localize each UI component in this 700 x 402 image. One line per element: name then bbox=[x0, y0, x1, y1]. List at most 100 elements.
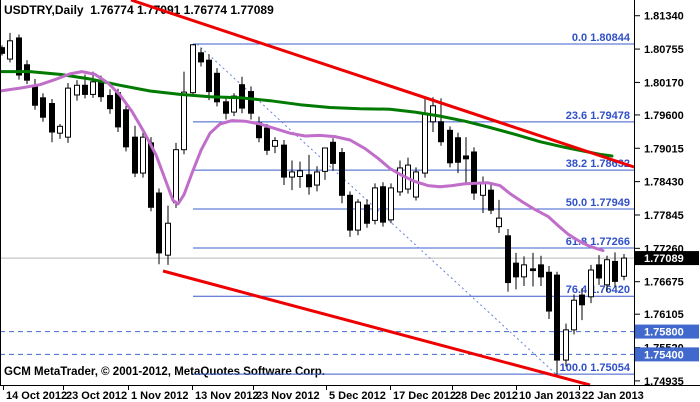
candle bbox=[579, 288, 585, 321]
price-box-label: 1.75400 bbox=[644, 349, 684, 361]
chart-symbol-ohlc-title: USDTRY,Daily 1.76774 1.77091 1.76774 1.7… bbox=[4, 3, 274, 17]
candle-body-bull bbox=[57, 125, 63, 134]
candle bbox=[322, 147, 328, 180]
price-tick-label: 1.74935 bbox=[644, 376, 684, 388]
candle bbox=[198, 48, 204, 67]
candle bbox=[596, 255, 602, 285]
candle-body-bull bbox=[190, 44, 196, 94]
candle bbox=[339, 147, 345, 204]
candle-body-bear bbox=[347, 194, 353, 231]
price-box-bg bbox=[635, 251, 699, 266]
candle-body-bear bbox=[447, 129, 453, 164]
ma-fast-purple-line bbox=[0, 70, 605, 253]
candle bbox=[40, 93, 46, 122]
candle-body-bull bbox=[173, 149, 179, 204]
candle bbox=[107, 89, 113, 114]
candle-body-bear bbox=[612, 260, 618, 282]
candle bbox=[546, 266, 552, 320]
candle-body-bear bbox=[463, 155, 469, 160]
price-axis[interactable]: 1.81340 1.80755 1.80170 1.79600 1.79015 1.784… bbox=[634, 11, 699, 388]
candle bbox=[223, 96, 229, 120]
level-price-box: 1.75400 bbox=[635, 347, 699, 362]
candle-body-bull bbox=[272, 140, 278, 147]
fibonacci-retracement[interactable]: 0.0 1.80844 23.6 1.79478 38.2 1.78632 50.0 … bbox=[193, 32, 634, 376]
candle-body-bear bbox=[214, 72, 220, 103]
candle bbox=[530, 252, 536, 287]
date-tick-label: 14 Oct 2012 bbox=[6, 390, 67, 402]
candle-body-bear bbox=[206, 59, 212, 93]
candle bbox=[173, 142, 179, 208]
candle-body-bull bbox=[314, 171, 320, 186]
candle-body-bear bbox=[132, 136, 138, 174]
candle bbox=[422, 97, 428, 178]
fib-level-label: 0.0 1.80844 bbox=[572, 32, 631, 44]
candle bbox=[57, 124, 63, 139]
date-tick-label: 17 Dec 2012 bbox=[393, 390, 456, 402]
candle-body-bear bbox=[306, 174, 312, 188]
candle-body-bull bbox=[372, 187, 378, 221]
price-box-label: 1.77089 bbox=[644, 253, 684, 265]
candle-body-bull bbox=[422, 112, 428, 174]
candle-body-bull bbox=[621, 257, 627, 277]
candle bbox=[297, 161, 303, 188]
candle bbox=[74, 80, 80, 101]
candle-body-bear bbox=[107, 95, 113, 110]
candle bbox=[65, 82, 71, 143]
candle bbox=[505, 228, 511, 292]
candle bbox=[496, 199, 502, 233]
candle bbox=[32, 79, 38, 110]
candle-body-bear bbox=[380, 186, 386, 223]
candle-body-bull bbox=[322, 147, 328, 172]
candle bbox=[455, 132, 461, 174]
candle-body-bear bbox=[0, 47, 5, 54]
candle bbox=[347, 191, 353, 237]
candle-body-bull bbox=[397, 167, 403, 193]
candle bbox=[206, 54, 212, 101]
price-box-bg bbox=[635, 324, 699, 339]
candle-body-bear bbox=[538, 264, 544, 278]
candle bbox=[49, 98, 55, 143]
fib-level-label: 61.8 1.77266 bbox=[566, 236, 630, 248]
candlesticks bbox=[0, 32, 627, 375]
candle-body-bull bbox=[496, 217, 502, 228]
candle bbox=[306, 154, 312, 195]
candle-body-bull bbox=[74, 84, 80, 96]
price-tick-label: 1.76675 bbox=[644, 277, 684, 289]
fib-level-label: 76.4 1.76420 bbox=[566, 284, 630, 296]
candle-body-bear bbox=[123, 109, 129, 148]
candle bbox=[190, 44, 196, 95]
candle bbox=[488, 184, 494, 215]
candle bbox=[604, 255, 610, 292]
price-box-label: 1.75800 bbox=[644, 327, 684, 339]
candle-body-bear bbox=[16, 37, 22, 76]
lower-channel-trendline[interactable] bbox=[162, 269, 591, 387]
candle bbox=[256, 116, 262, 143]
candle-body-bear bbox=[330, 141, 336, 164]
candle-body-bear bbox=[554, 274, 560, 361]
candle-body-bear bbox=[264, 127, 270, 151]
candle bbox=[364, 199, 370, 228]
dashed-level-lines[interactable] bbox=[0, 331, 634, 355]
candle bbox=[289, 160, 295, 191]
price-tick-label: 1.77845 bbox=[644, 210, 684, 222]
candle-body-bear bbox=[455, 137, 461, 163]
candle bbox=[405, 157, 411, 194]
candle bbox=[140, 132, 146, 178]
candle-body-bear bbox=[438, 121, 444, 143]
candle-body-bull bbox=[355, 201, 361, 231]
upper-channel-trendline[interactable] bbox=[130, 0, 635, 169]
price-tick-label: 1.79600 bbox=[644, 110, 684, 122]
candle-body-bear bbox=[148, 142, 154, 208]
candle-body-bear bbox=[488, 189, 494, 211]
candle bbox=[571, 294, 577, 335]
current-price-box: 1.77089 bbox=[635, 251, 699, 266]
candle-body-bear bbox=[579, 294, 585, 306]
date-tick-label: 23 Oct 2012 bbox=[66, 390, 127, 402]
candle-body-bull bbox=[388, 187, 394, 221]
candle bbox=[181, 71, 187, 155]
candle bbox=[314, 166, 320, 192]
candle bbox=[156, 188, 162, 265]
